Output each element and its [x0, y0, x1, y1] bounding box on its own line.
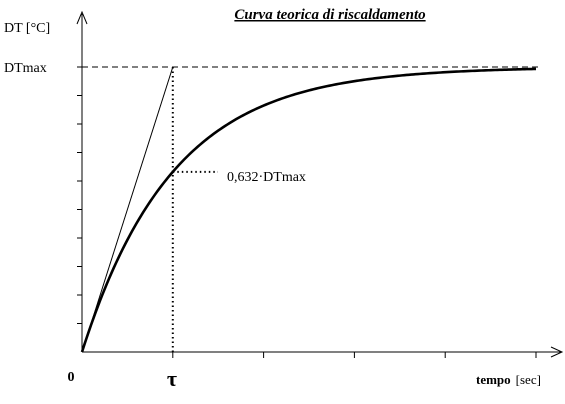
heating-curve-line	[80, 67, 537, 353]
tau-label: τ	[167, 366, 177, 391]
data-point	[149, 201, 151, 203]
data-point	[217, 130, 219, 132]
ymax-label: DTmax	[4, 61, 47, 76]
x-axis-label-unit: [sec]	[516, 372, 541, 387]
data-point	[81, 351, 83, 353]
y-axis-arrow	[76, 10, 88, 25]
data-point	[263, 104, 265, 106]
data-point	[444, 71, 446, 73]
y-axis-label: DT [°C]	[4, 21, 50, 36]
data-point	[399, 75, 401, 77]
data-point	[126, 239, 128, 241]
data-point	[535, 68, 537, 70]
data-point	[104, 288, 106, 290]
chart-title: Curva teorica di riscaldamento	[234, 7, 425, 23]
data-point	[490, 69, 492, 71]
data-point	[172, 171, 174, 173]
x-axis-label: tempo [sec]	[476, 372, 541, 387]
data-point	[308, 89, 310, 91]
tangent-line	[81, 66, 174, 353]
x-axis-label-main: tempo	[476, 372, 511, 387]
data-point	[353, 80, 355, 82]
origin-label: 0	[68, 370, 75, 385]
x-axis-arrow	[550, 346, 564, 358]
point-label: 0,632·DTmax	[227, 170, 306, 185]
